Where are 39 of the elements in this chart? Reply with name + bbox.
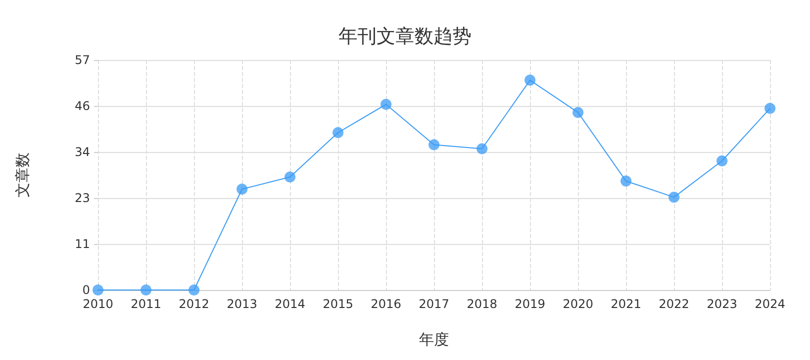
point — [428, 139, 440, 150]
point — [140, 284, 152, 296]
x-tick-label: 2011 — [130, 297, 162, 311]
y-tick-label: 23 — [74, 191, 90, 205]
x-tick-label: 2015 — [322, 297, 354, 311]
x-tick-label: 2012 — [178, 297, 210, 311]
point — [92, 284, 104, 296]
x-tick-label: 2018 — [466, 297, 498, 311]
point — [572, 106, 584, 118]
chart-title: 年刊文章数趋势 — [338, 26, 472, 48]
x-tick-label: 2017 — [418, 297, 450, 311]
y-tick-label: 57 — [74, 53, 90, 67]
x-tick-label: 2010 — [82, 297, 114, 311]
x-tick-label: 2013 — [226, 297, 258, 311]
point — [620, 176, 632, 187]
point — [380, 98, 392, 110]
y-axis-title: 文章数 — [14, 152, 32, 198]
x-tick-label: 2021 — [610, 297, 642, 311]
y-tick-label: 46 — [74, 99, 90, 113]
x-tick-label: 2023 — [706, 297, 738, 311]
x-tick-label: 2024 — [754, 297, 786, 311]
point — [524, 74, 536, 86]
point — [236, 184, 248, 195]
point — [668, 192, 680, 203]
x-tick-label: 2019 — [514, 297, 546, 311]
point — [332, 127, 344, 138]
y-tick-label: 11 — [74, 237, 90, 251]
x-tick-label: 2016 — [370, 297, 402, 311]
y-tick-label: 0 — [82, 283, 90, 297]
x-axis-title: 年度 — [419, 330, 449, 348]
x-tick-label: 2020 — [562, 297, 594, 311]
point — [188, 284, 200, 296]
x-tick-label: 2022 — [658, 297, 690, 311]
x-tick-label: 2014 — [274, 297, 306, 311]
point — [716, 155, 728, 166]
point — [284, 172, 296, 183]
point — [764, 102, 776, 114]
y-tick-label: 34 — [74, 145, 90, 159]
point — [476, 143, 488, 154]
